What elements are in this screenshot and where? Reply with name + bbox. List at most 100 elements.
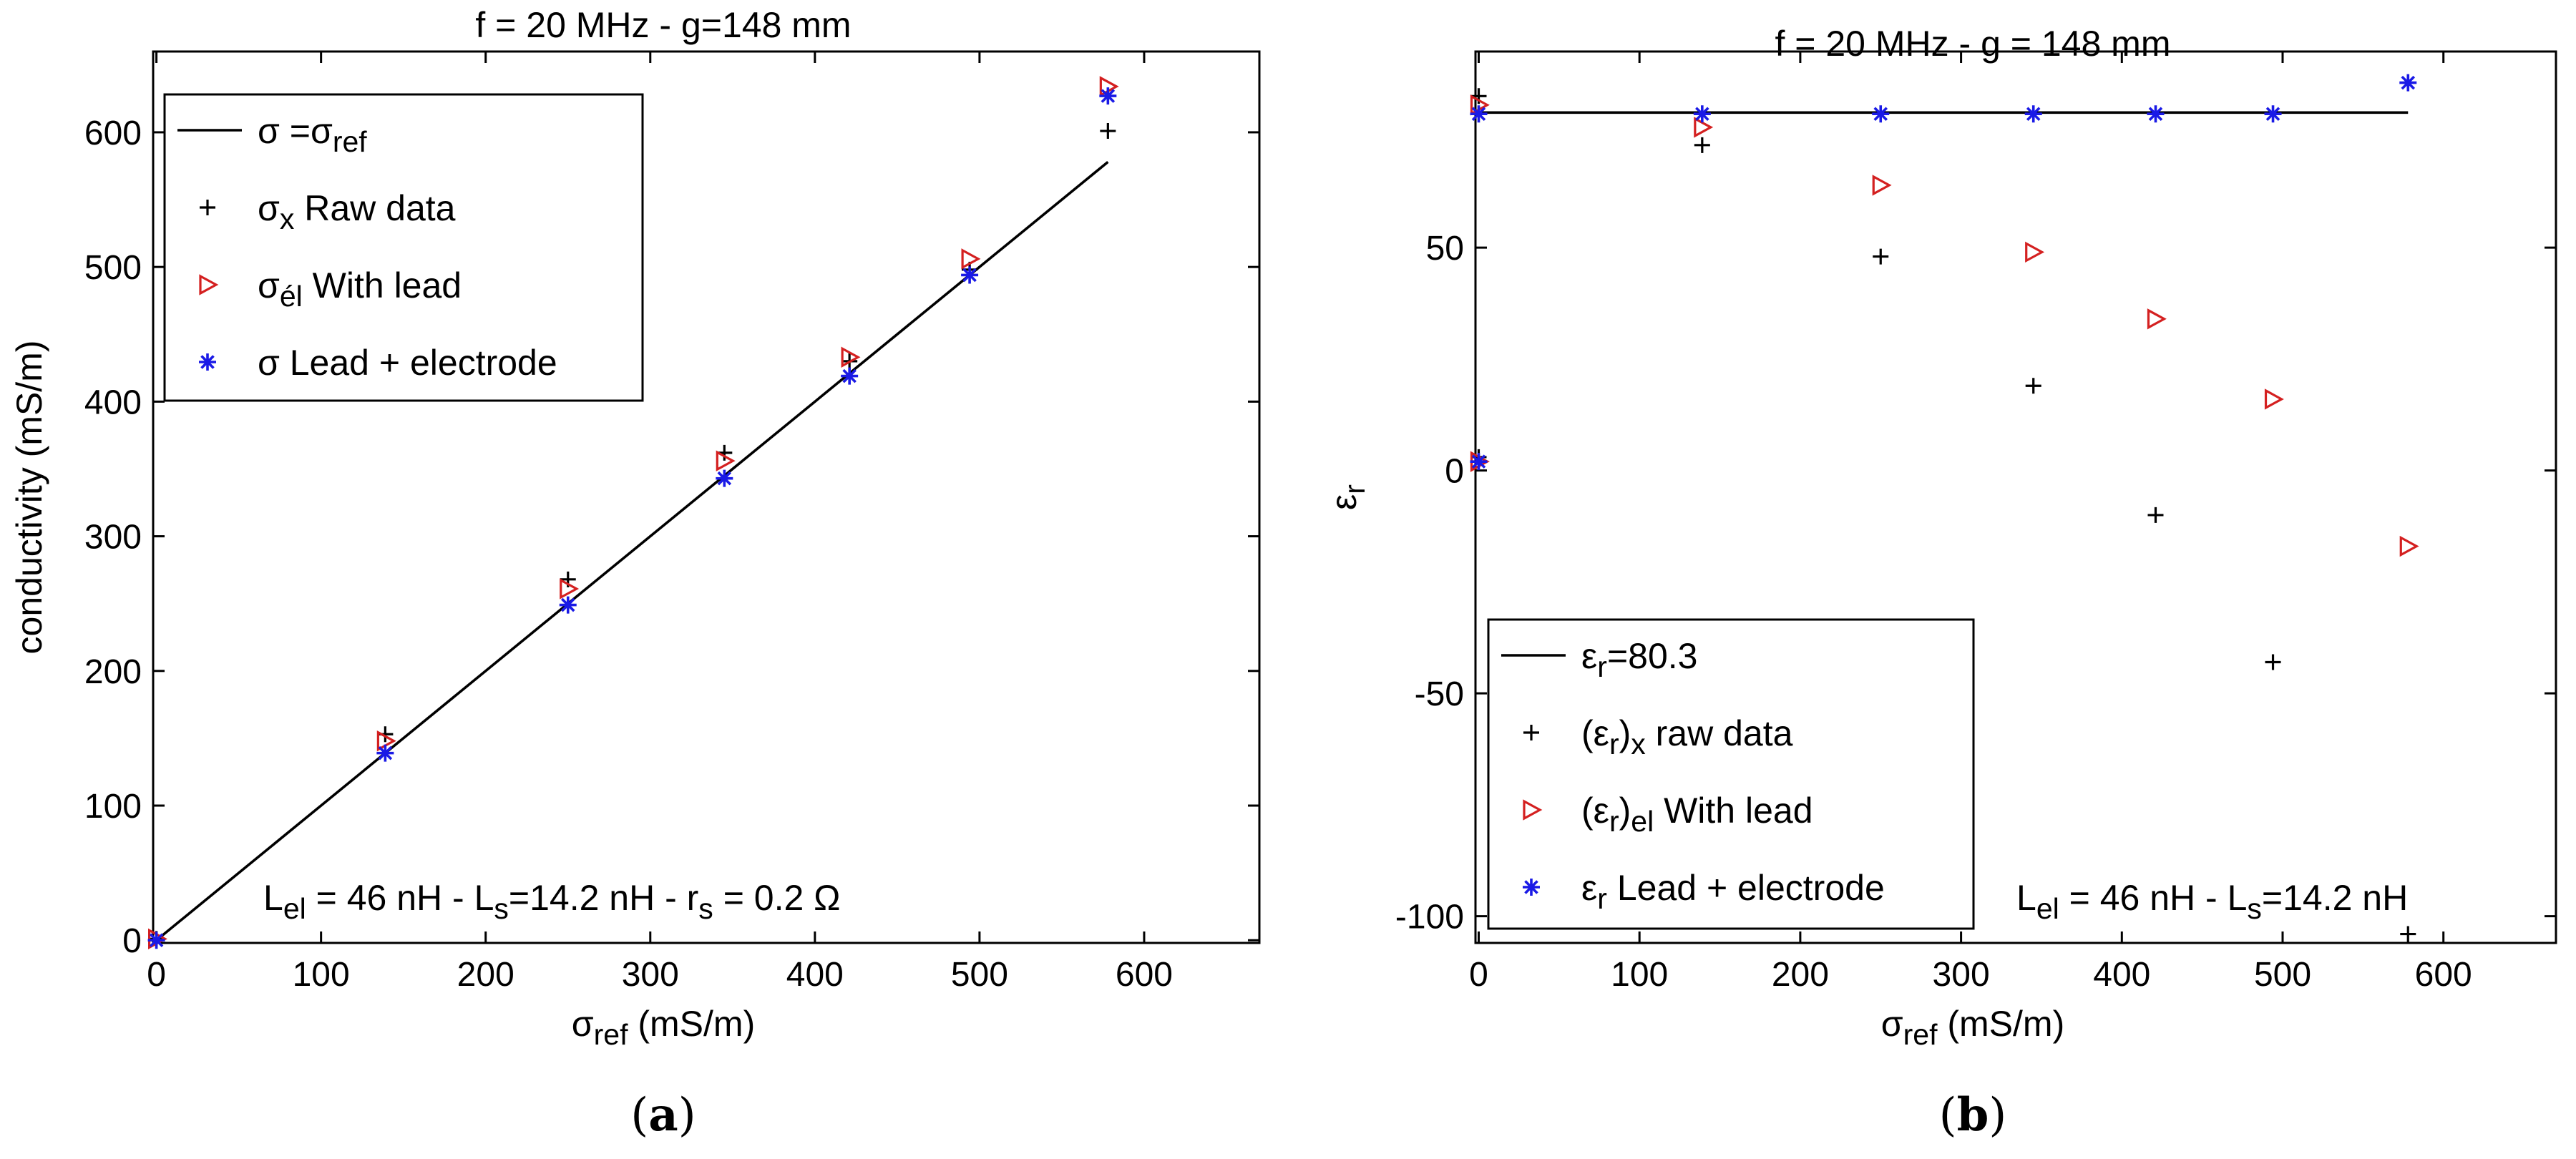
annotation-part: = 46 nH - L [306,878,494,918]
x-axis-label-sub: ref [594,1018,628,1051]
data-point-lead_electrode [2024,105,2042,123]
data-point-lead_electrode [716,469,733,487]
annotation-sub: s [2247,892,2262,925]
data-point-lead_electrode [961,266,979,284]
x-tick-label: 300 [622,956,679,994]
y-axis-label: εr [1324,484,1371,510]
y-tick-label: -100 [1395,899,1464,937]
legend-marker-with_lead [1523,799,1543,821]
series-lead_electrode [147,87,1117,949]
x-tick-label: 0 [1469,956,1488,994]
data-point-raw [2400,926,2416,942]
legend-label-lead_electrode: εr Lead + electrode [1581,868,1885,915]
y-tick-label: 400 [84,383,142,421]
data-point-with_lead [2264,388,2284,410]
data-point-raw [2265,654,2281,670]
x-tick-label: 600 [1116,956,1173,994]
legend-label-rest: =80.3 [1607,636,1698,676]
legend-label-rest2: raw data [1646,713,1793,753]
panel-b: 0 100 200 300 400 500 600 -100 -50 0 50 f = 20 MHz … [1324,24,2557,1142]
legend-label-sub: x [280,202,295,235]
legend-label-base: σ [258,265,280,305]
data-point-lead_electrode [841,367,859,385]
legend-label-with_lead: σél With lead [258,265,462,313]
reference-line [155,160,1109,942]
legend: εr=80.3(εr)x raw data(εr)el With leadεr … [1487,618,1975,930]
legend-marker-lead_electrode [199,353,216,371]
legend-label-rest: ) [1619,791,1631,831]
chart-title: f = 20 MHz - g = 148 mm [1775,24,2171,64]
x-axis-label-sub: ref [1903,1018,1938,1051]
x-axis-label-base: σ [572,1004,594,1044]
legend-label-base: σ =σ [258,111,333,151]
chart-title: f = 20 MHz - g=148 mm [475,5,851,45]
y-tick-label: 200 [84,653,142,691]
legend-label-base: ε [1581,636,1597,676]
annotation-part: = 0.2 Ω [713,878,841,918]
legend-label-sub: r [1597,882,1607,915]
y-tick-label: 0 [122,922,142,960]
data-point-raw [1694,137,1710,153]
legend-box [1487,618,1975,930]
x-tick-label: 400 [786,956,844,994]
legend-label-rest: ) [1619,713,1631,753]
caption-close: ) [678,1089,696,1142]
annotation-part: =14.2 nH [2262,878,2408,918]
legend-label-sub2: el [1631,805,1654,838]
annotation-text: Lel = 46 nH - Ls=14.2 nH - rs = 0.2 Ω [263,878,841,925]
x-axis-label: σref (mS/m) [1881,1004,2064,1051]
y-tick-label: 300 [84,519,142,557]
x-tick-label: 300 [1933,956,1990,994]
annotation-part: L [2016,878,2036,918]
legend-label-lead_electrode: σ Lead + electrode [258,343,557,383]
data-point-lead_electrode [2147,105,2165,123]
x-axis-label-rest: (mS/m) [628,1004,755,1044]
legend-label-base: ε [1581,868,1597,908]
data-point-with_lead [716,450,736,471]
data-point-raw [1873,248,1889,265]
data-point-lead_electrode [1872,105,1890,123]
data-point-lead_electrode [147,931,165,949]
data-point-with_lead [2025,241,2045,263]
data-point-with_lead [961,248,981,270]
data-point-raw [1100,123,1116,140]
panel-a: 0 100 200 300 400 500 600 0 100 200 300 400 500 600 f … [9,5,1261,1142]
caption-close: ) [1989,1089,2006,1142]
legend-marker-raw [200,200,215,215]
y-axis-label: conductivity (mS/m) [9,341,49,655]
legend-label-rest: Lead + electrode [1607,868,1885,908]
legend-label-raw: σx Raw data [258,188,456,235]
data-point-raw [2147,507,2164,523]
x-tick-label: 100 [293,956,350,994]
legend-label-with_lead: (εr)el With lead [1581,791,1813,838]
legend-label-base: σ Lead + electrode [258,343,557,383]
caption-letter: b [1957,1088,1989,1142]
data-point-lead_electrode [376,744,394,762]
caption-letter: a [648,1088,678,1142]
legend-label-rest2: With lead [1654,791,1813,831]
legend: σ =σref σx Raw data σél With lead σ Lead + … [163,93,644,402]
legend-label-base: σ [258,188,280,228]
y-tick-label: -50 [1415,675,1464,713]
annotation-sub: s [698,892,713,925]
data-point-lead_electrode [1099,87,1117,105]
x-axis-label-base: σ [1881,1004,1903,1044]
legend-label-sub: ref [333,125,367,158]
legend-marker-with_lead [199,274,219,295]
annotation-sub: el [2036,892,2059,925]
caption-open: ( [630,1089,648,1142]
data-point-raw [2025,378,2041,394]
x-tick-label: 500 [2254,956,2311,994]
data-point-lead_electrode [1470,105,1488,123]
data-point-with_lead [1694,117,1714,138]
annotation-sub: el [283,892,306,925]
series-lead_electrode [1470,74,2417,471]
legend-label-base: (ε [1581,713,1609,753]
data-point-with_lead [560,578,580,600]
x-tick-label: 400 [2093,956,2150,994]
y-axis-label-sub: r [1338,484,1371,494]
data-point-with_lead [1872,175,1892,196]
annotation-part: L [263,878,283,918]
annotation-part: =14.2 nH - r [509,878,698,918]
legend-label-raw: (εr)x raw data [1581,713,1793,761]
